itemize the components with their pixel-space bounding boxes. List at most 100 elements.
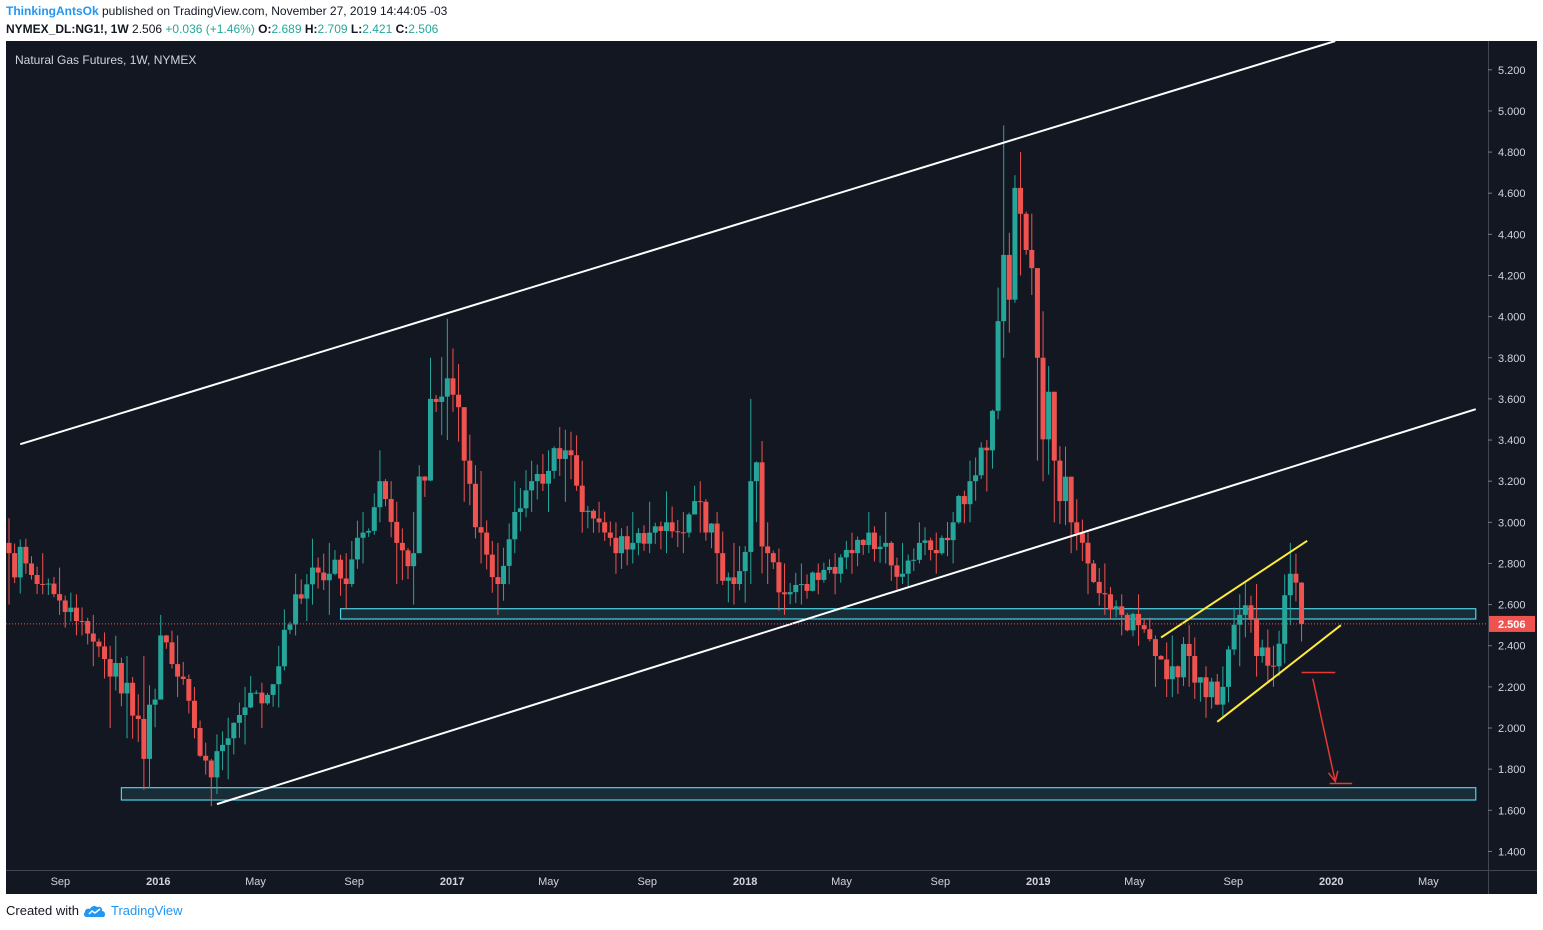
- candle-body: [1085, 542, 1091, 564]
- candle-body: [186, 678, 192, 701]
- candle-body: [1209, 681, 1215, 698]
- candle-body: [866, 532, 872, 546]
- y-tick-label: 5.000: [1498, 106, 1526, 118]
- candle-body: [124, 682, 130, 694]
- author-link[interactable]: ThinkingAntsOk: [6, 4, 99, 18]
- candle-body: [135, 715, 141, 719]
- candle-body: [1012, 187, 1018, 300]
- candle-body: [394, 521, 400, 543]
- support-zone-1: [339, 608, 1477, 620]
- candle-body: [748, 481, 754, 552]
- candle-body: [90, 633, 96, 642]
- candle-body: [467, 460, 473, 484]
- candle-body: [444, 378, 450, 397]
- candle-body: [315, 567, 321, 573]
- candle-body: [815, 572, 821, 580]
- candle-body: [113, 663, 119, 677]
- candle-body: [51, 583, 57, 595]
- change-value: +0.036 (+1.46%): [165, 22, 255, 36]
- candle-body: [354, 537, 360, 560]
- candle-body: [933, 550, 939, 554]
- candle-body: [956, 496, 962, 523]
- candle-body: [753, 462, 759, 482]
- candle-body: [484, 532, 490, 555]
- x-tick-label: 2017: [440, 876, 464, 888]
- candle-body: [1136, 613, 1142, 626]
- candle-body: [916, 542, 922, 560]
- x-tick-label: 2018: [733, 876, 757, 888]
- candle-body: [731, 577, 737, 585]
- y-tick-label: 3.600: [1498, 394, 1526, 406]
- candle-body: [950, 522, 956, 541]
- candle-body: [585, 510, 591, 513]
- candle-body: [658, 526, 664, 531]
- chart-area[interactable]: 5.200 5.000 4.800 4.600 4.400 4.200 4.000 3.800…: [6, 41, 1537, 894]
- candle-body: [664, 522, 670, 531]
- candle-body: [686, 514, 692, 533]
- candle-body: [995, 321, 1001, 411]
- tradingview-cloud-icon: [83, 905, 106, 917]
- candle-body: [208, 760, 214, 778]
- high-label: H:: [304, 22, 318, 36]
- x-tick-label: May: [1418, 876, 1439, 888]
- candle-body: [1018, 187, 1024, 214]
- y-tick-label: 2.200: [1498, 682, 1526, 694]
- candle-body: [371, 507, 377, 531]
- candle-body: [225, 738, 231, 745]
- candle-body: [871, 532, 877, 550]
- candle-body: [17, 546, 23, 578]
- y-tick-label: 4.400: [1498, 229, 1526, 241]
- candle-body: [540, 474, 546, 484]
- low-value: 2.421: [362, 22, 393, 36]
- candle-body: [489, 554, 495, 578]
- x-tick-label: 2019: [1026, 876, 1050, 888]
- candle-body: [1242, 605, 1248, 615]
- candle-body: [191, 700, 197, 729]
- candle-body: [34, 574, 40, 584]
- candle-body: [1046, 391, 1052, 440]
- candle-body: [1225, 649, 1231, 687]
- candle-body: [259, 692, 265, 704]
- candle-body: [1181, 643, 1187, 678]
- candle-body: [714, 523, 720, 554]
- high-value: 2.709: [317, 22, 348, 36]
- close-value: 2.506: [408, 22, 439, 36]
- y-tick-label: 2.400: [1498, 641, 1526, 653]
- tradingview-link[interactable]: TradingView: [110, 903, 183, 918]
- candle-body: [1254, 618, 1260, 657]
- candle-body: [1237, 614, 1243, 625]
- candle-body: [85, 621, 91, 634]
- candle-body: [68, 607, 74, 612]
- candle-body: [669, 522, 675, 532]
- candle-body: [383, 481, 389, 500]
- candle-body: [388, 499, 394, 522]
- upper-channel-line: [19, 41, 1336, 446]
- candle-body: [416, 476, 422, 554]
- candle-body: [961, 496, 967, 505]
- candle-body: [1287, 573, 1293, 596]
- candle-body: [607, 532, 613, 538]
- candle-body: [619, 536, 625, 554]
- candle-body: [180, 676, 186, 679]
- price-chart[interactable]: 5.200 5.000 4.800 4.600 4.400 4.200 4.000 3.800…: [6, 41, 1537, 894]
- ohlc-info: NYMEX_DL:NG1!, 1W 2.506 +0.036 (+1.46%) …: [6, 22, 438, 36]
- candle-body: [652, 526, 658, 533]
- y-tick-label: 5.200: [1498, 65, 1526, 77]
- candle-body: [309, 567, 315, 585]
- candle-body: [1091, 563, 1097, 582]
- candle-body: [905, 560, 911, 574]
- wedge-lower-line: [1216, 624, 1342, 723]
- lower-channel-line: [216, 408, 1477, 806]
- candle-body: [220, 744, 226, 752]
- candle-body: [399, 542, 405, 551]
- candle-body: [787, 592, 793, 595]
- y-tick-label: 2.000: [1498, 723, 1526, 735]
- candle-body: [1051, 391, 1057, 461]
- candle-body: [680, 532, 686, 534]
- candle-body: [1175, 666, 1181, 678]
- candle-body: [1079, 533, 1085, 543]
- y-tick-label: 3.000: [1498, 517, 1526, 529]
- candle-body: [321, 572, 327, 581]
- x-tick-label: Sep: [51, 876, 71, 888]
- x-tick-label: Sep: [930, 876, 950, 888]
